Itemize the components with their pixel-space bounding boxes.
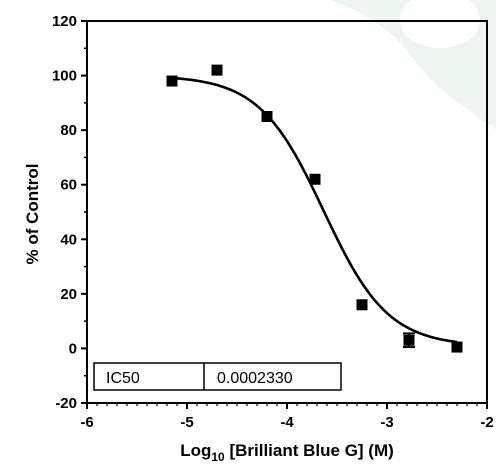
y-tick-label: 80 bbox=[60, 122, 77, 139]
ic50-table: IC50 0.0002330 bbox=[93, 362, 342, 391]
ic50-value: 0.0002330 bbox=[217, 370, 293, 387]
data-point bbox=[356, 299, 368, 311]
x-axis-title: Log10 [Brilliant Blue G] (M) bbox=[180, 441, 394, 464]
y-tick-label: 120 bbox=[52, 13, 77, 30]
x-tick-label: -4 bbox=[280, 414, 294, 431]
plot-frame bbox=[86, 20, 488, 404]
y-tick-label: 0 bbox=[69, 340, 77, 357]
data-point bbox=[451, 341, 463, 353]
x-axis-title-subscript: 10 bbox=[211, 450, 225, 464]
fit-curve bbox=[171, 76, 458, 344]
data-point bbox=[403, 334, 415, 346]
data-points bbox=[166, 64, 463, 353]
data-point bbox=[211, 64, 223, 76]
ic50-table-box bbox=[93, 362, 342, 391]
x-tick-label: -2 bbox=[480, 414, 493, 431]
data-point bbox=[166, 75, 178, 87]
y-tick-label: 60 bbox=[60, 177, 77, 194]
fit-curve-group bbox=[171, 76, 458, 344]
x-axis-title-rest: [Brilliant Blue G] (M) bbox=[225, 441, 394, 460]
x-axis-title-prefix: Log bbox=[180, 441, 211, 460]
data-point bbox=[261, 111, 273, 122]
y-tick-label: 100 bbox=[52, 68, 77, 85]
y-axis-title: % of Control bbox=[23, 163, 42, 264]
y-tick-label: 20 bbox=[60, 286, 77, 303]
x-tick-label: -5 bbox=[180, 414, 193, 431]
y-tick-label: 40 bbox=[60, 231, 77, 248]
axes: -20 0 20 40 60 80 100 120 -6 -5 -4 -3 -2 bbox=[52, 13, 494, 431]
data-point bbox=[309, 173, 321, 185]
watermark-blob bbox=[400, 0, 480, 48]
x-tick-label: -3 bbox=[380, 414, 393, 431]
x-tick-label: -6 bbox=[80, 414, 93, 431]
y-tick-label: -20 bbox=[55, 395, 77, 412]
ic50-label: IC50 bbox=[106, 370, 140, 387]
